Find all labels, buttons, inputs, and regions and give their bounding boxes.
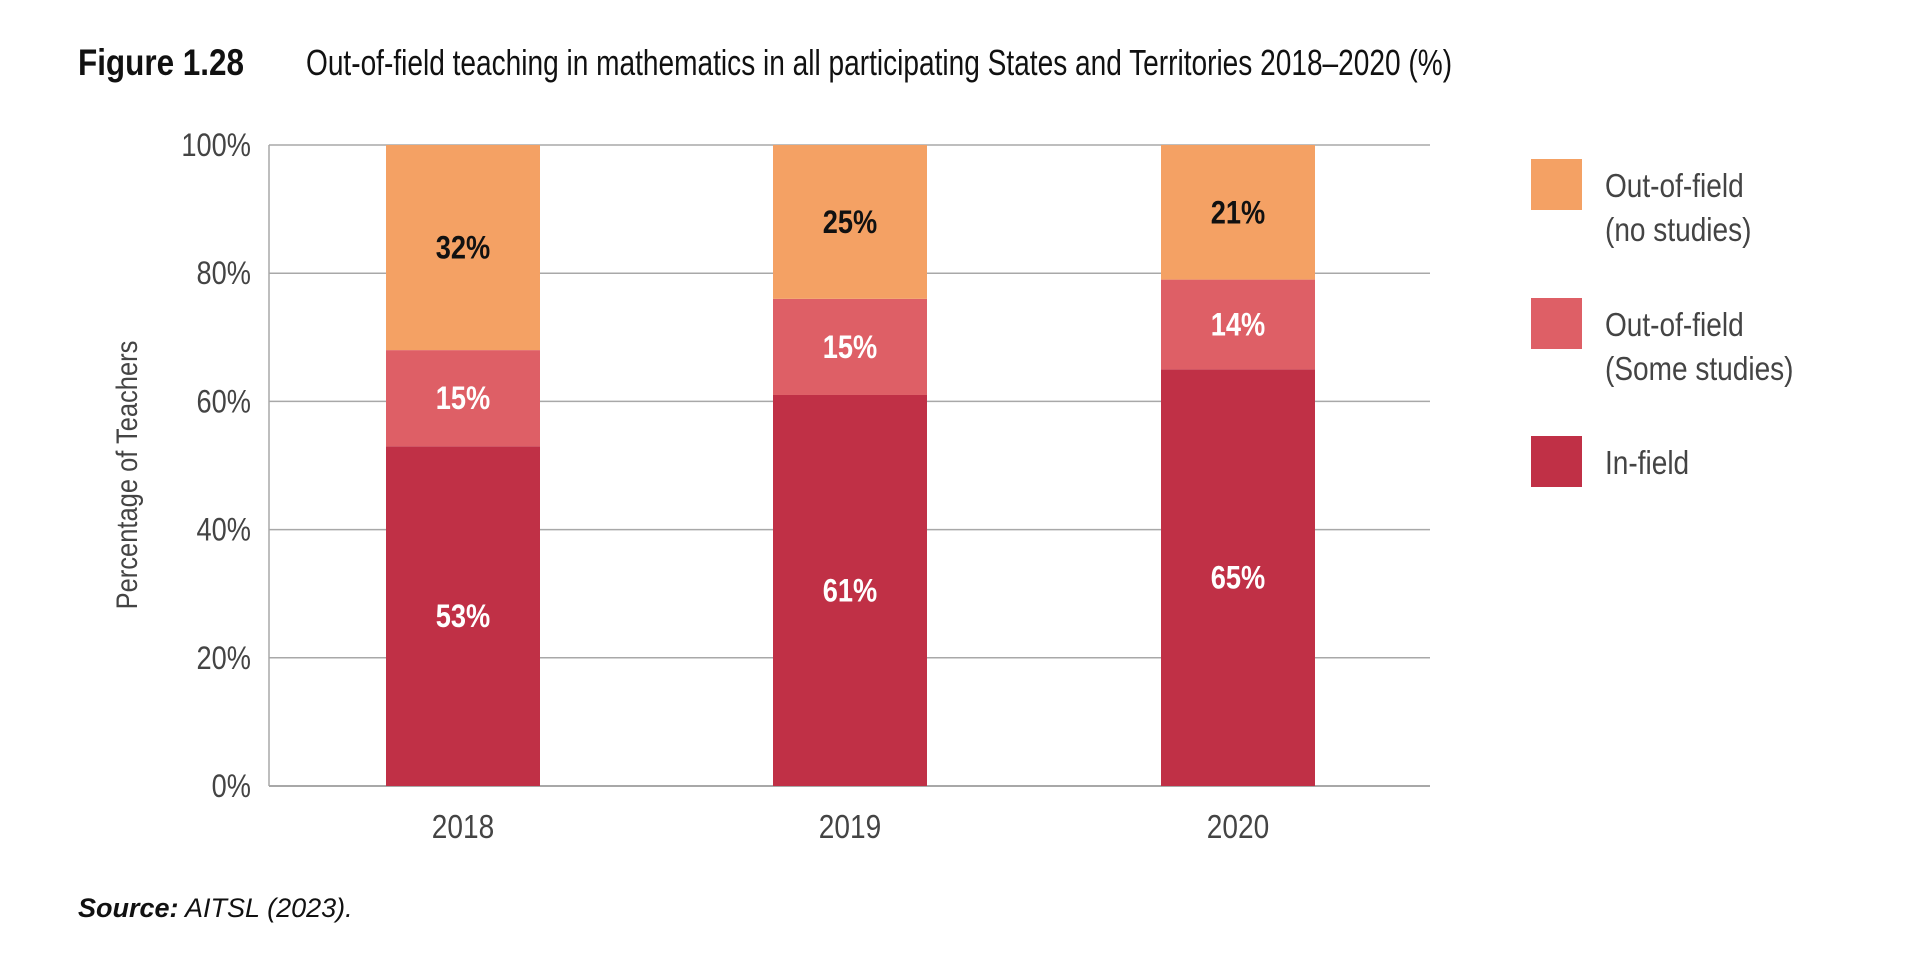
legend-swatch [1531,436,1582,487]
y-tick-label: 100% [181,128,251,164]
legend-swatch [1531,298,1582,349]
data-label: 32% [436,231,490,267]
legend-item: Out-of-field (no studies) [1531,159,1751,249]
data-label: 14% [1211,307,1265,343]
bar-segment [773,298,927,395]
legend-item: Out-of-field (Some studies) [1531,298,1794,388]
legend-label: In-field [1605,445,1689,482]
y-tick-label: 0% [212,769,251,805]
bar-segment [386,350,540,447]
bar-segment [773,145,927,299]
y-tick-label: 40% [197,513,251,549]
y-axis-label: Percentage of Teachers [110,341,143,610]
data-label: 65% [1211,561,1265,597]
data-label: 15% [823,330,877,366]
x-tick-label: 2020 [1207,809,1269,846]
x-tick-label: 2018 [432,809,494,846]
legend-item: In-field [1531,436,1689,487]
bar-segment [1161,145,1315,280]
data-label: 25% [823,205,877,241]
x-tick-label: 2019 [819,809,881,846]
bar-segment [386,145,540,351]
data-label: 15% [436,381,490,417]
legend-label: (Some studies) [1605,351,1794,388]
data-label: 61% [823,573,877,609]
y-tick-label: 20% [197,641,251,677]
legend-swatch [1531,159,1582,210]
bar-segment [1161,369,1315,786]
bar-segment [386,446,540,786]
data-label: 21% [1211,195,1265,231]
source-text: AITSL (2023). [183,893,353,923]
source-label: Source: [78,893,179,923]
legend-label: Out-of-field [1605,307,1744,344]
y-tick-label: 60% [197,384,251,420]
legend-label: (no studies) [1605,212,1751,249]
source-note: Source: AITSL (2023). [78,893,353,923]
data-label: 53% [436,599,490,635]
y-tick-label: 80% [197,256,251,292]
bar-segment [1161,279,1315,370]
chart-title: Out-of-field teaching in mathematics in … [306,43,1452,83]
bar-segment [773,394,927,786]
legend-label: Out-of-field [1605,168,1744,205]
figure-label: Figure 1.28 [78,43,244,84]
